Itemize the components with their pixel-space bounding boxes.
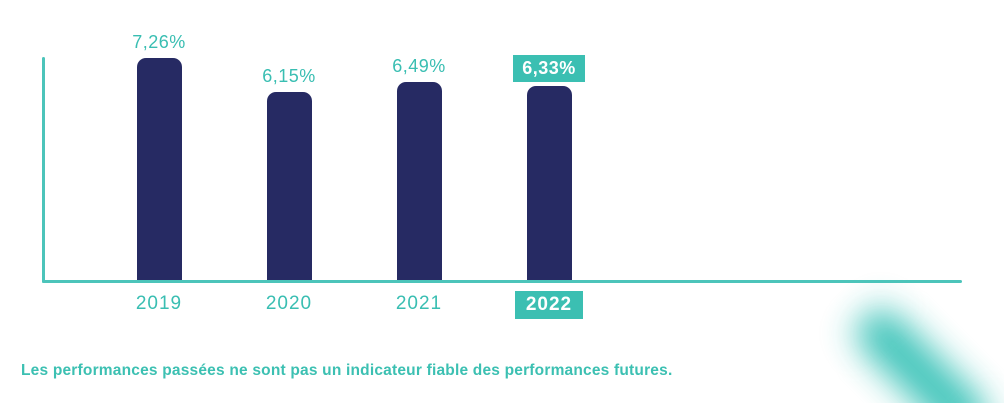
- bar-2019: [136, 58, 182, 280]
- bar-group-2019: 7,26%: [99, 32, 219, 280]
- y-axis-line: [42, 57, 45, 283]
- x-axis-line: [42, 280, 962, 283]
- value-label-2022-highlighted: 6,33%: [513, 55, 585, 82]
- x-tick-2020: 2020: [265, 293, 313, 314]
- bar-2020: [266, 92, 312, 280]
- value-label-2021: 6,49%: [392, 56, 446, 76]
- bar-group-2021: 6,49%: [359, 56, 479, 280]
- bar-group-2020: 6,15%: [229, 66, 349, 280]
- bar-group-2022: 6,33%: [489, 55, 609, 280]
- disclaimer-text: Les performances passées ne sont pas un …: [21, 362, 673, 379]
- value-label-2020: 6,15%: [262, 66, 316, 86]
- x-tick-2019: 2019: [135, 293, 183, 314]
- x-tick-2022-highlighted: 2022: [489, 291, 609, 319]
- bar-2021: [396, 82, 442, 280]
- x-tick-2021: 2021: [395, 293, 443, 314]
- x-tick-2022-badge: 2022: [514, 291, 584, 319]
- decorative-blur-stroke: [846, 299, 998, 403]
- bar-2022: [526, 86, 572, 280]
- value-label-2019: 7,26%: [132, 32, 186, 52]
